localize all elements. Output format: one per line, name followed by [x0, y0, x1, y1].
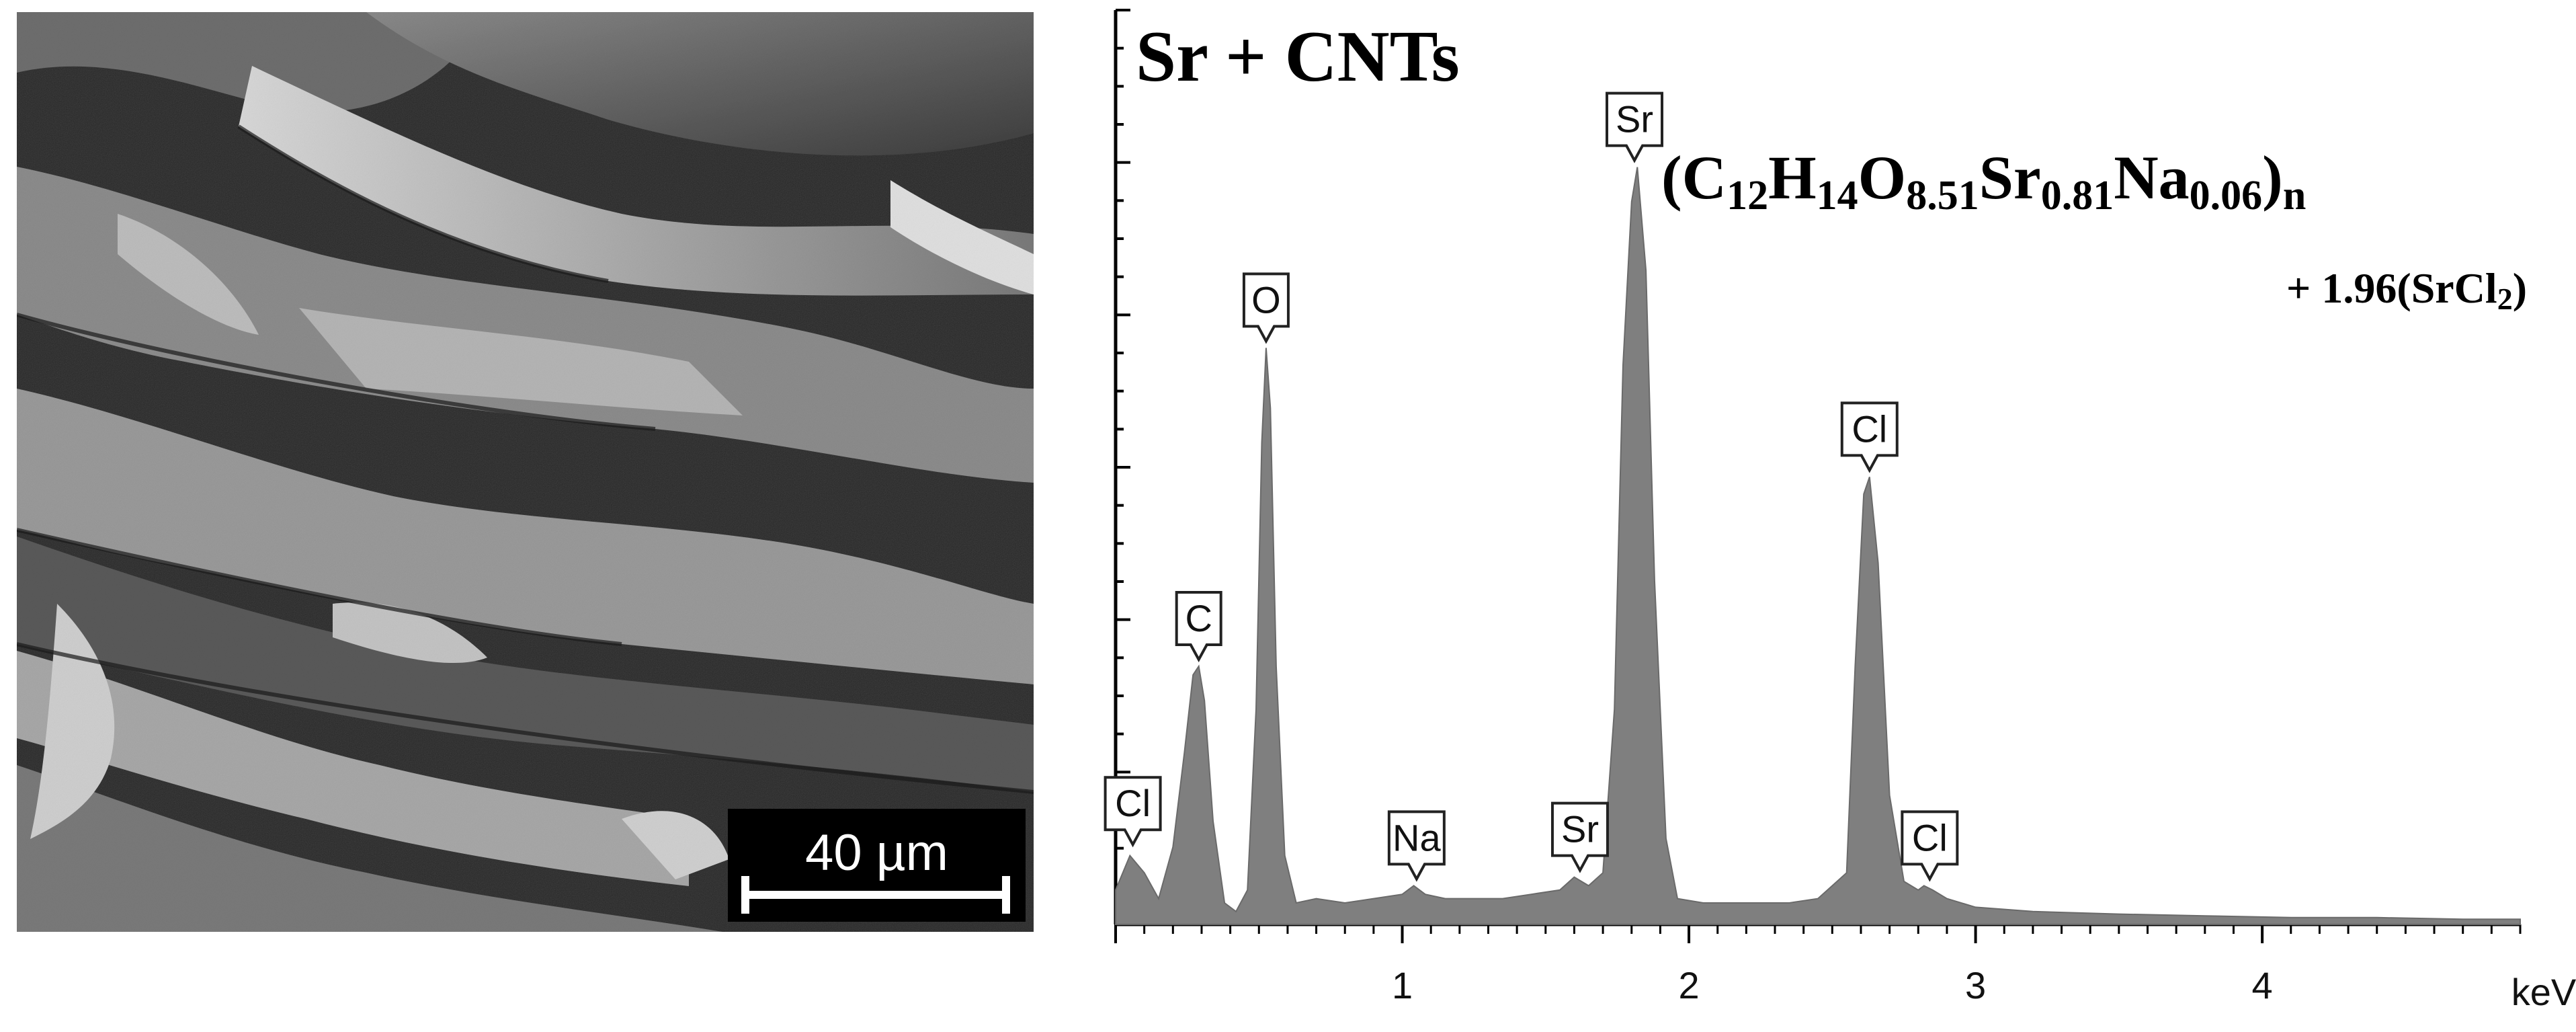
- x-axis-label: keV: [2511, 971, 2576, 1013]
- peak-label-box: [1387, 810, 1446, 882]
- formula-paren: ): [2262, 143, 2283, 212]
- sem-micrograph: 40 µm: [17, 12, 1034, 932]
- formula-element: C: [1682, 143, 1727, 212]
- peak-label-o: O: [1242, 272, 1290, 344]
- x-tick-label: 3: [1965, 964, 1986, 1006]
- formula-addition: + 1.96(SrCl2): [2286, 264, 2527, 316]
- peak-label-c: C: [1175, 591, 1222, 663]
- peak-label-text: Na: [1393, 816, 1441, 859]
- sem-image: [17, 12, 1034, 932]
- formula-addition-close: ): [2513, 264, 2527, 312]
- peak-label-box: [1175, 591, 1222, 663]
- peak-label-text: Sr: [1561, 808, 1599, 850]
- formula-element: Sr: [1979, 143, 2041, 212]
- formula-subscript: 0.06: [2190, 173, 2263, 219]
- formula-element: O: [1858, 143, 1907, 212]
- x-tick-label: 1: [1392, 964, 1413, 1006]
- formula-addition-sub: 2: [2497, 282, 2513, 316]
- peak-label-box: [1550, 801, 1609, 873]
- peak-label-na: Na: [1387, 810, 1446, 882]
- peak-label-text: Cl: [1852, 407, 1887, 450]
- peak-label-sr: Sr: [1606, 91, 1664, 163]
- formula-subscript: 14: [1817, 173, 1858, 219]
- formula-subscript: 0.81: [2041, 173, 2114, 219]
- peak-label-cl: Cl: [1840, 401, 1899, 473]
- peak-label-box: [1104, 776, 1162, 848]
- formula-addition-text: + 1.96(SrCl: [2286, 264, 2497, 312]
- peak-label-sr: Sr: [1550, 801, 1609, 873]
- peak-label-cl: Cl: [1901, 810, 1959, 882]
- formula-subscript: n: [2283, 173, 2306, 219]
- x-tick-label: 4: [2252, 964, 2273, 1006]
- peak-label-box: [1242, 272, 1290, 344]
- formula-element: H: [1768, 143, 1817, 212]
- formula-paren: (: [1661, 143, 1682, 212]
- peak-label-box: [1606, 91, 1664, 163]
- formula-element: Na: [2114, 143, 2189, 212]
- spectrum-series: [1115, 167, 2521, 925]
- chart-axes: [1114, 9, 2522, 943]
- formula-subscript: 12: [1727, 173, 1768, 219]
- peak-labels: Cl C O Na Sr Sr Cl Cl: [1104, 91, 1959, 882]
- peak-label-text: Cl: [1912, 816, 1948, 859]
- peak-label-text: Sr: [1616, 98, 1653, 141]
- peak-label-text: Cl: [1115, 782, 1151, 824]
- x-tick-labels: 1 2 3 4: [1392, 964, 2273, 1006]
- scale-bar-box: 40 µm: [728, 809, 1026, 922]
- scale-bar: [741, 876, 1010, 914]
- x-tick-label: 2: [1678, 964, 1699, 1006]
- peak-label-text: O: [1251, 278, 1281, 321]
- scale-label: 40 µm: [805, 824, 948, 881]
- peak-label-box: [1840, 401, 1899, 473]
- peak-label-cl: Cl: [1104, 776, 1162, 848]
- peak-label-text: C: [1185, 597, 1212, 639]
- formula-subscript: 8.51: [1906, 173, 1979, 219]
- peak-label-box: [1901, 810, 1959, 882]
- chemical-formula: (C12H14O8.51Sr0.81Na0.06)n: [1661, 143, 2306, 219]
- chart-title: Sr + CNTs: [1136, 17, 1460, 97]
